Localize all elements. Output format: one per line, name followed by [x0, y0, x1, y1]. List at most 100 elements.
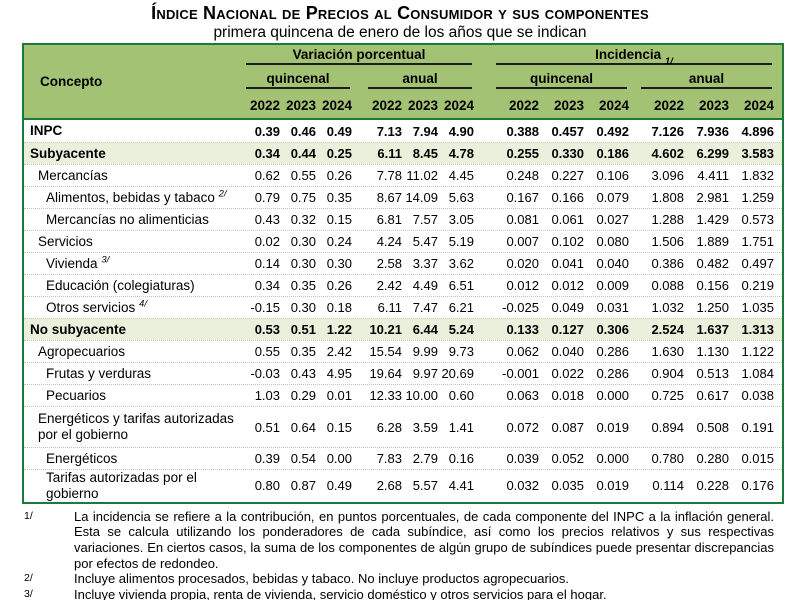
cell-value: 4.78	[448, 146, 474, 161]
cell-value: 6.28	[376, 419, 402, 435]
cell-value: 0.26	[326, 168, 352, 183]
cell-value: 1.429	[696, 212, 729, 227]
cell-value: 0.041	[551, 256, 584, 271]
cell-value: 0.219	[741, 278, 774, 293]
cell-value: 1.22	[326, 322, 352, 337]
cell-value: 0.166	[551, 190, 584, 205]
subgroup-header-var-anual: anual	[368, 71, 472, 89]
footnote-ref-4: 4/	[139, 298, 147, 310]
cell-value: 0.000	[596, 451, 629, 466]
table-body: INPC 0.39 0.46 0.49 7.13 7.94 4.90 0.388 0.457 0.…	[24, 120, 782, 502]
year-header: 2023	[285, 98, 316, 113]
row-label: Mercancías	[38, 167, 108, 183]
cell-value: 0.167	[506, 190, 539, 205]
cell-value: 1.41	[448, 419, 474, 435]
row-label: No subyacente	[30, 321, 127, 337]
cell-value: 9.73	[448, 344, 474, 359]
cell-value: 7.94	[412, 123, 438, 139]
page-subtitle: primera quincena de enero de los años qu…	[213, 24, 587, 41]
row-label: Pecuarios	[46, 387, 107, 403]
cell-value: 20.69	[441, 366, 474, 381]
cell-value: 0.24	[326, 234, 352, 249]
cell-value: 0.02	[254, 234, 280, 249]
cell-value: 0.75	[290, 190, 316, 205]
cell-value: 0.007	[506, 234, 539, 249]
cell-value: 0.53	[254, 322, 280, 337]
cell-value: 4.602	[651, 146, 684, 161]
year-header: 2024	[443, 98, 474, 113]
cell-value: 0.040	[596, 256, 629, 271]
cell-value: 0.306	[596, 322, 629, 337]
cell-value: 0.513	[696, 366, 729, 381]
cell-value: 4.49	[412, 278, 438, 293]
year-header: 2024	[321, 98, 352, 113]
cell-value: 0.49	[326, 478, 352, 494]
cell-value: 0.79	[254, 190, 280, 205]
cell-value: 0.573	[741, 212, 774, 227]
row-label: Otros servicios 4/	[46, 298, 147, 315]
table-row: INPC 0.39 0.46 0.49 7.13 7.94 4.90 0.388 0.457 0.…	[24, 120, 782, 142]
footnote-ref-3: 3/	[101, 254, 110, 266]
cell-value: 8.45	[412, 146, 438, 161]
cell-value: 0.51	[254, 419, 280, 435]
cell-value: 7.78	[376, 168, 402, 183]
cell-value: 1.506	[651, 234, 684, 249]
table-row: Servicios 0.02 0.30 0.24 4.24 5.47 5.19 0.007 0.…	[24, 230, 782, 252]
cell-value: 1.832	[741, 168, 774, 183]
cell-value: 0.176	[741, 478, 774, 494]
row-label: Energéticos	[46, 450, 118, 466]
cell-value: 0.46	[290, 123, 316, 139]
cell-value: 0.019	[596, 478, 629, 494]
cell-value: 0.038	[741, 388, 774, 403]
cell-value: 5.19	[448, 234, 474, 249]
cell-value: 6.299	[696, 146, 729, 161]
cell-value: 0.54	[290, 451, 316, 466]
cell-value: 6.81	[376, 212, 402, 227]
cell-value: 0.60	[448, 388, 474, 403]
cell-value: 1.035	[741, 300, 774, 315]
cell-value: 0.492	[596, 123, 629, 139]
cell-value: 6.11	[377, 300, 402, 315]
cell-value: 0.482	[696, 256, 729, 271]
row-label: INPC	[30, 123, 63, 139]
cell-value: 0.063	[506, 388, 539, 403]
cell-value: 0.019	[596, 419, 629, 435]
cell-value: 0.022	[551, 366, 584, 381]
cell-value: 4.896	[741, 123, 774, 139]
cell-value: 11.02	[406, 168, 438, 183]
cell-value: 0.018	[551, 388, 584, 403]
cell-value: 1.259	[741, 190, 774, 205]
year-header: 2022	[371, 98, 402, 113]
cell-value: 0.35	[326, 190, 352, 205]
cell-value: 1.032	[651, 300, 684, 315]
cell-value: -0.001	[502, 366, 539, 381]
cell-value: 4.95	[326, 366, 352, 381]
footnote: 1/La incidencia se refiere a la contribu…	[24, 509, 774, 571]
cell-value: -0.03	[250, 366, 280, 381]
cell-value: 0.280	[696, 451, 729, 466]
cell-value: 1.637	[696, 322, 729, 337]
table-row: Educación (colegiaturas) 0.34 0.35 0.26 2.42…	[24, 274, 782, 296]
cell-value: 0.286	[596, 366, 629, 381]
cell-value: 8.67	[376, 190, 402, 205]
cell-value: 1.130	[696, 344, 729, 359]
cell-value: 4.41	[448, 478, 474, 494]
cell-value: 0.040	[551, 344, 584, 359]
cell-value: 0.020	[506, 256, 539, 271]
table-row: Subyacente 0.34 0.44 0.25 6.11 8.45 4.78 0.255 0…	[24, 142, 782, 164]
year-header: 2022	[249, 98, 280, 113]
footnotes: 1/La incidencia se refiere a la contribu…	[24, 509, 774, 600]
cell-value: 1.889	[696, 234, 729, 249]
table-row: Agropecuarios 0.55 0.35 2.42 15.54 9.99 9.73 0.…	[24, 340, 782, 362]
inpc-table: Concepto Variación porcentual Incidencia…	[22, 43, 784, 504]
cell-value: 0.01	[326, 388, 352, 403]
cell-value: 19.64	[369, 366, 402, 381]
footnote-text: Incluye vivienda propia, renta de vivien…	[74, 586, 607, 600]
table-row: Tarifas autorizadas por el gobierno 0.80 0…	[24, 469, 782, 502]
cell-value: 0.18	[326, 300, 352, 315]
table-row: Energéticos 0.39 0.54 0.00 7.83 2.79 0.16 0.039…	[24, 447, 782, 469]
row-label: Educación (colegiaturas)	[46, 277, 195, 293]
footnote-marker: 3/	[24, 587, 33, 600]
cell-value: 5.57	[412, 478, 438, 494]
year-header: 2024	[598, 98, 629, 113]
